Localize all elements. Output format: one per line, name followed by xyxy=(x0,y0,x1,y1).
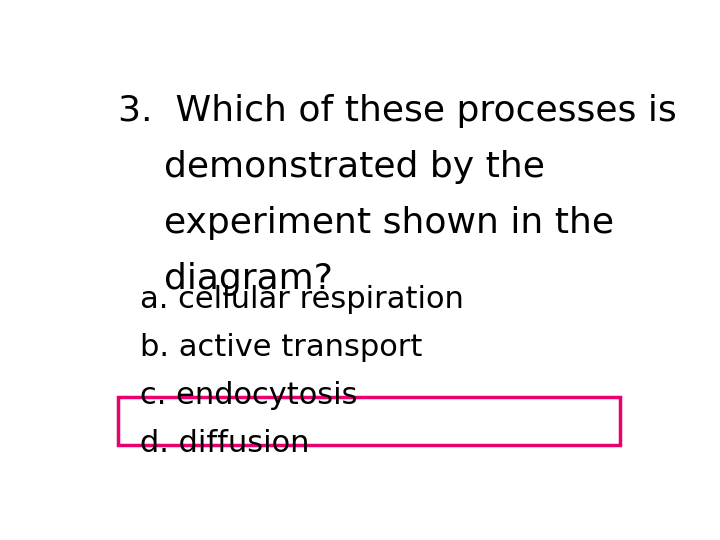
Text: demonstrated by the: demonstrated by the xyxy=(118,150,545,184)
Text: d. diffusion: d. diffusion xyxy=(140,429,310,457)
Text: c. endocytosis: c. endocytosis xyxy=(140,381,358,410)
Text: experiment shown in the: experiment shown in the xyxy=(118,206,614,240)
Text: a. cellular respiration: a. cellular respiration xyxy=(140,285,464,314)
Text: 3.  Which of these processes is: 3. Which of these processes is xyxy=(118,94,677,128)
Text: b. active transport: b. active transport xyxy=(140,333,423,362)
Text: diagram?: diagram? xyxy=(118,262,333,296)
